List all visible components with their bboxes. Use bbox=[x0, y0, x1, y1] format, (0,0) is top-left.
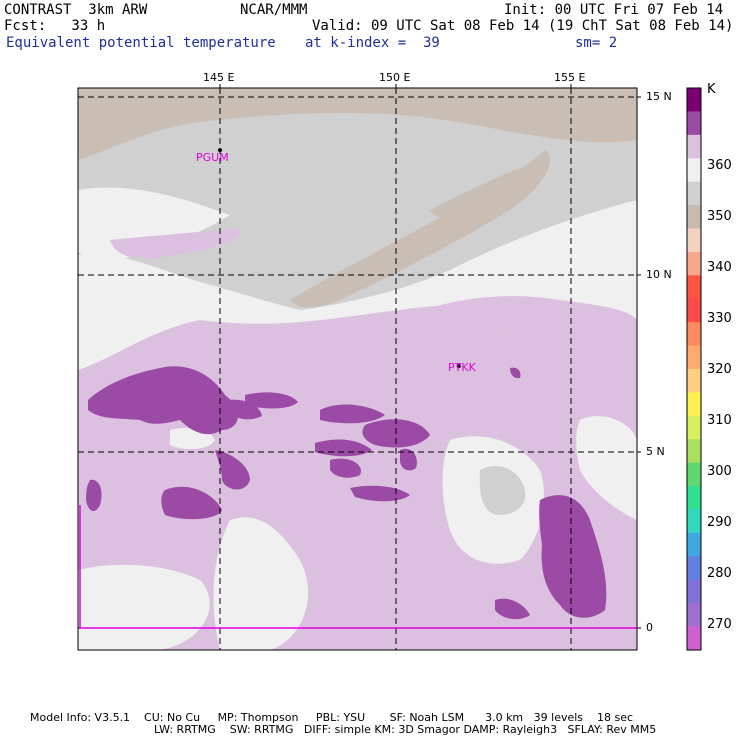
lon-label-145: 145 E bbox=[203, 71, 235, 84]
legend-swatch bbox=[687, 322, 701, 347]
legend-swatch bbox=[687, 369, 701, 393]
legend-swatch bbox=[687, 415, 701, 440]
legend-label-350: 350 bbox=[707, 209, 732, 224]
station-label-pgum: PGUM bbox=[196, 151, 229, 164]
model-info-line1: Model Info: V3.5.1 CU: No Cu MP: Thompso… bbox=[30, 711, 634, 724]
lon-label-155: 155 E bbox=[554, 71, 586, 84]
legend-label-280: 280 bbox=[707, 566, 732, 581]
lon-label-150: 150 E bbox=[379, 71, 411, 84]
legend-label-340: 340 bbox=[707, 260, 732, 275]
legend-label-300: 300 bbox=[707, 464, 732, 479]
legend-swatch bbox=[687, 345, 701, 370]
model-info-line2: LW: RRTMG SW: RRTMG DIFF: simple KM: 3D … bbox=[154, 723, 657, 736]
legend-unit: K bbox=[707, 82, 716, 97]
forecast-hour: Fcst: 33 h bbox=[4, 18, 106, 34]
station-markers bbox=[218, 148, 461, 368]
legend-swatch bbox=[687, 579, 701, 604]
theta-e-field bbox=[78, 88, 637, 650]
map-border bbox=[77, 87, 638, 651]
legend-swatch bbox=[687, 251, 701, 276]
lat-label-10: 10 N bbox=[646, 268, 672, 281]
legend-swatch bbox=[687, 111, 701, 136]
valid-time: Valid: 09 UTC Sat 08 Feb 14 (19 ChT Sat … bbox=[312, 18, 734, 34]
legend-swatch bbox=[687, 556, 701, 581]
legend-swatch bbox=[687, 392, 701, 417]
level-info: at k-index = 39 bbox=[305, 35, 440, 51]
legend-swatch bbox=[687, 181, 701, 206]
model-title: CONTRAST 3km ARW bbox=[4, 2, 148, 18]
init-time: Init: 00 UTC Fri 07 Feb 14 bbox=[504, 2, 724, 18]
lat-label-0: 0 bbox=[646, 621, 653, 634]
legend-swatch bbox=[687, 626, 701, 651]
legend-swatch bbox=[687, 88, 701, 112]
legend-swatch bbox=[687, 228, 701, 253]
legend-colorbar bbox=[687, 88, 701, 651]
legend-border bbox=[686, 87, 702, 651]
legend-label-270: 270 bbox=[707, 617, 732, 632]
field-name: Equivalent potential temperature bbox=[6, 35, 276, 51]
legend-swatch bbox=[687, 532, 701, 557]
legend-swatch bbox=[687, 603, 701, 628]
legend-swatch bbox=[687, 205, 701, 229]
station-marker-ptkk bbox=[456, 364, 461, 368]
lat-label-5: 5 N bbox=[646, 445, 665, 458]
legend-swatch bbox=[687, 158, 701, 183]
lat-label-15: 15 N bbox=[646, 90, 672, 103]
legend-swatch bbox=[687, 509, 701, 534]
legend-swatch bbox=[687, 439, 701, 464]
legend-label-320: 320 bbox=[707, 362, 732, 377]
station-label-ptkk: PTKK bbox=[448, 361, 476, 374]
legend-label-310: 310 bbox=[707, 413, 732, 428]
organization: NCAR/MMM bbox=[240, 2, 308, 18]
legend-swatch bbox=[687, 462, 701, 487]
legend-label-360: 360 bbox=[707, 158, 732, 173]
legend-label-290: 290 bbox=[707, 515, 732, 530]
legend-label-330: 330 bbox=[707, 311, 732, 326]
legend-swatch bbox=[687, 486, 701, 510]
smoothing-info: sm= 2 bbox=[575, 35, 618, 51]
legend-swatch bbox=[687, 298, 701, 323]
legend-swatch bbox=[687, 134, 701, 159]
ticks bbox=[219, 84, 641, 629]
station-marker-pgum bbox=[218, 148, 222, 153]
legend-swatch bbox=[687, 275, 701, 300]
